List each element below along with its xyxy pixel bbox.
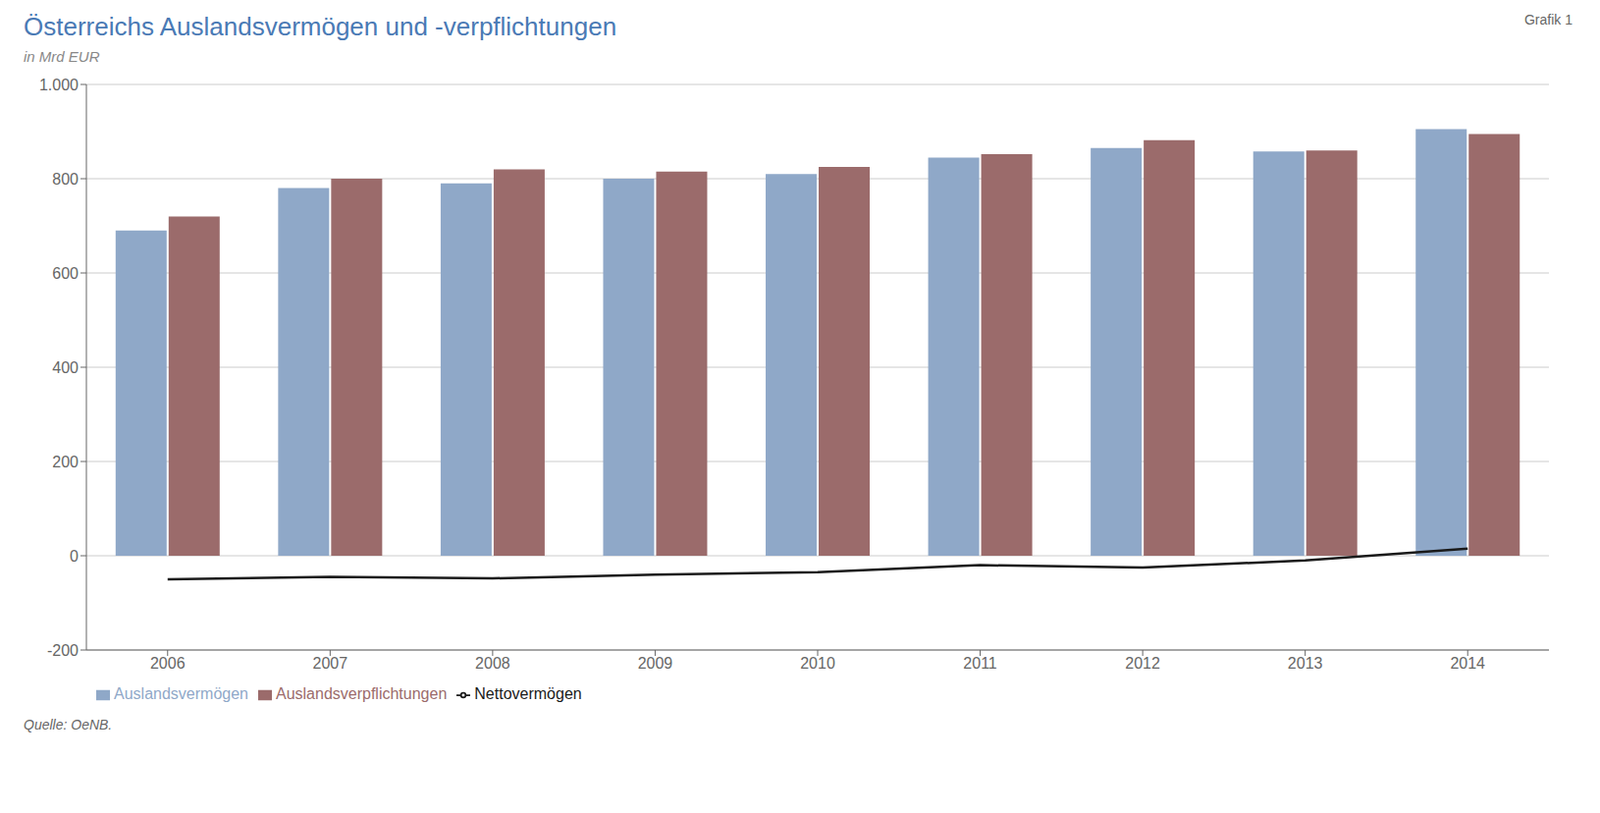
svg-text:-200: -200 <box>47 641 79 659</box>
svg-text:2009: 2009 <box>638 654 674 672</box>
svg-text:200: 200 <box>52 453 79 471</box>
html-text:Quelle: OeNB.: Quelle: OeNB. <box>23 716 113 733</box>
svg-text:2006: 2006 <box>150 654 186 672</box>
html-text:Auslandsvermögen: Auslandsvermögen <box>113 685 249 702</box>
svg-text:2012: 2012 <box>1124 654 1161 672</box>
svg-text:2008: 2008 <box>475 654 511 672</box>
svg-text:600: 600 <box>52 265 79 282</box>
html-text:in Mrd EUR: in Mrd EUR <box>23 48 100 65</box>
svg-text:1.000: 1.000 <box>39 76 79 94</box>
svg-text:2014: 2014 <box>1449 654 1486 672</box>
svg-text:2013: 2013 <box>1287 654 1324 672</box>
html-text:Grafik 1: Grafik 1 <box>1524 11 1573 28</box>
svg-text:0: 0 <box>69 547 79 565</box>
svg-text:800: 800 <box>52 170 79 188</box>
html-text:Nettovermögen: Nettovermögen <box>474 685 582 702</box>
svg-text:2007: 2007 <box>313 654 349 672</box>
svg-text:2011: 2011 <box>962 654 998 672</box>
svg-text:400: 400 <box>52 359 79 376</box>
html-text:Österreichs Auslandsvermögen u: Österreichs Auslandsvermögen und -verpfl… <box>23 11 617 42</box>
html-text:Auslandsverpflichtungen: Auslandsverpflichtungen <box>275 685 447 702</box>
svg-text:2010: 2010 <box>800 654 836 672</box>
